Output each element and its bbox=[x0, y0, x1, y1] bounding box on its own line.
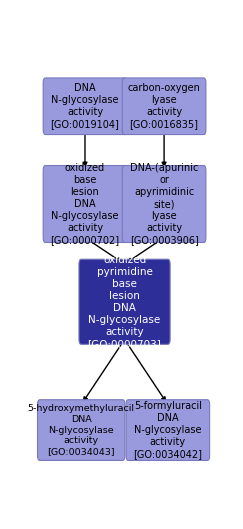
Text: oxidized
pyrimidine
base
lesion
DNA
N-glycosylase
activity
[GO:0000703]: oxidized pyrimidine base lesion DNA N-gl… bbox=[87, 255, 162, 349]
Text: DNA-(apurinic
or
apyrimidinic
site)
lyase
activity
[GO:0003906]: DNA-(apurinic or apyrimidinic site) lyas… bbox=[130, 163, 199, 245]
FancyBboxPatch shape bbox=[79, 259, 170, 344]
FancyBboxPatch shape bbox=[122, 166, 206, 242]
FancyBboxPatch shape bbox=[43, 78, 127, 134]
FancyBboxPatch shape bbox=[43, 166, 127, 242]
Text: 5-hydroxymethyluracil
DNA
N-glycosylase
activity
[GO:0034043]: 5-hydroxymethyluracil DNA N-glycosylase … bbox=[28, 404, 135, 456]
FancyBboxPatch shape bbox=[122, 78, 206, 134]
Text: oxidized
base
lesion
DNA
N-glycosylase
activity
[GO:0000702]: oxidized base lesion DNA N-glycosylase a… bbox=[51, 163, 120, 245]
FancyBboxPatch shape bbox=[126, 400, 210, 460]
Text: carbon-oxygen
lyase
activity
[GO:0016835]: carbon-oxygen lyase activity [GO:0016835… bbox=[128, 83, 200, 129]
Text: 5-formyluracil
DNA
N-glycosylase
activity
[GO:0034042]: 5-formyluracil DNA N-glycosylase activit… bbox=[133, 401, 202, 459]
FancyBboxPatch shape bbox=[37, 400, 125, 460]
Text: DNA
N-glycosylase
activity
[GO:0019104]: DNA N-glycosylase activity [GO:0019104] bbox=[51, 83, 119, 129]
